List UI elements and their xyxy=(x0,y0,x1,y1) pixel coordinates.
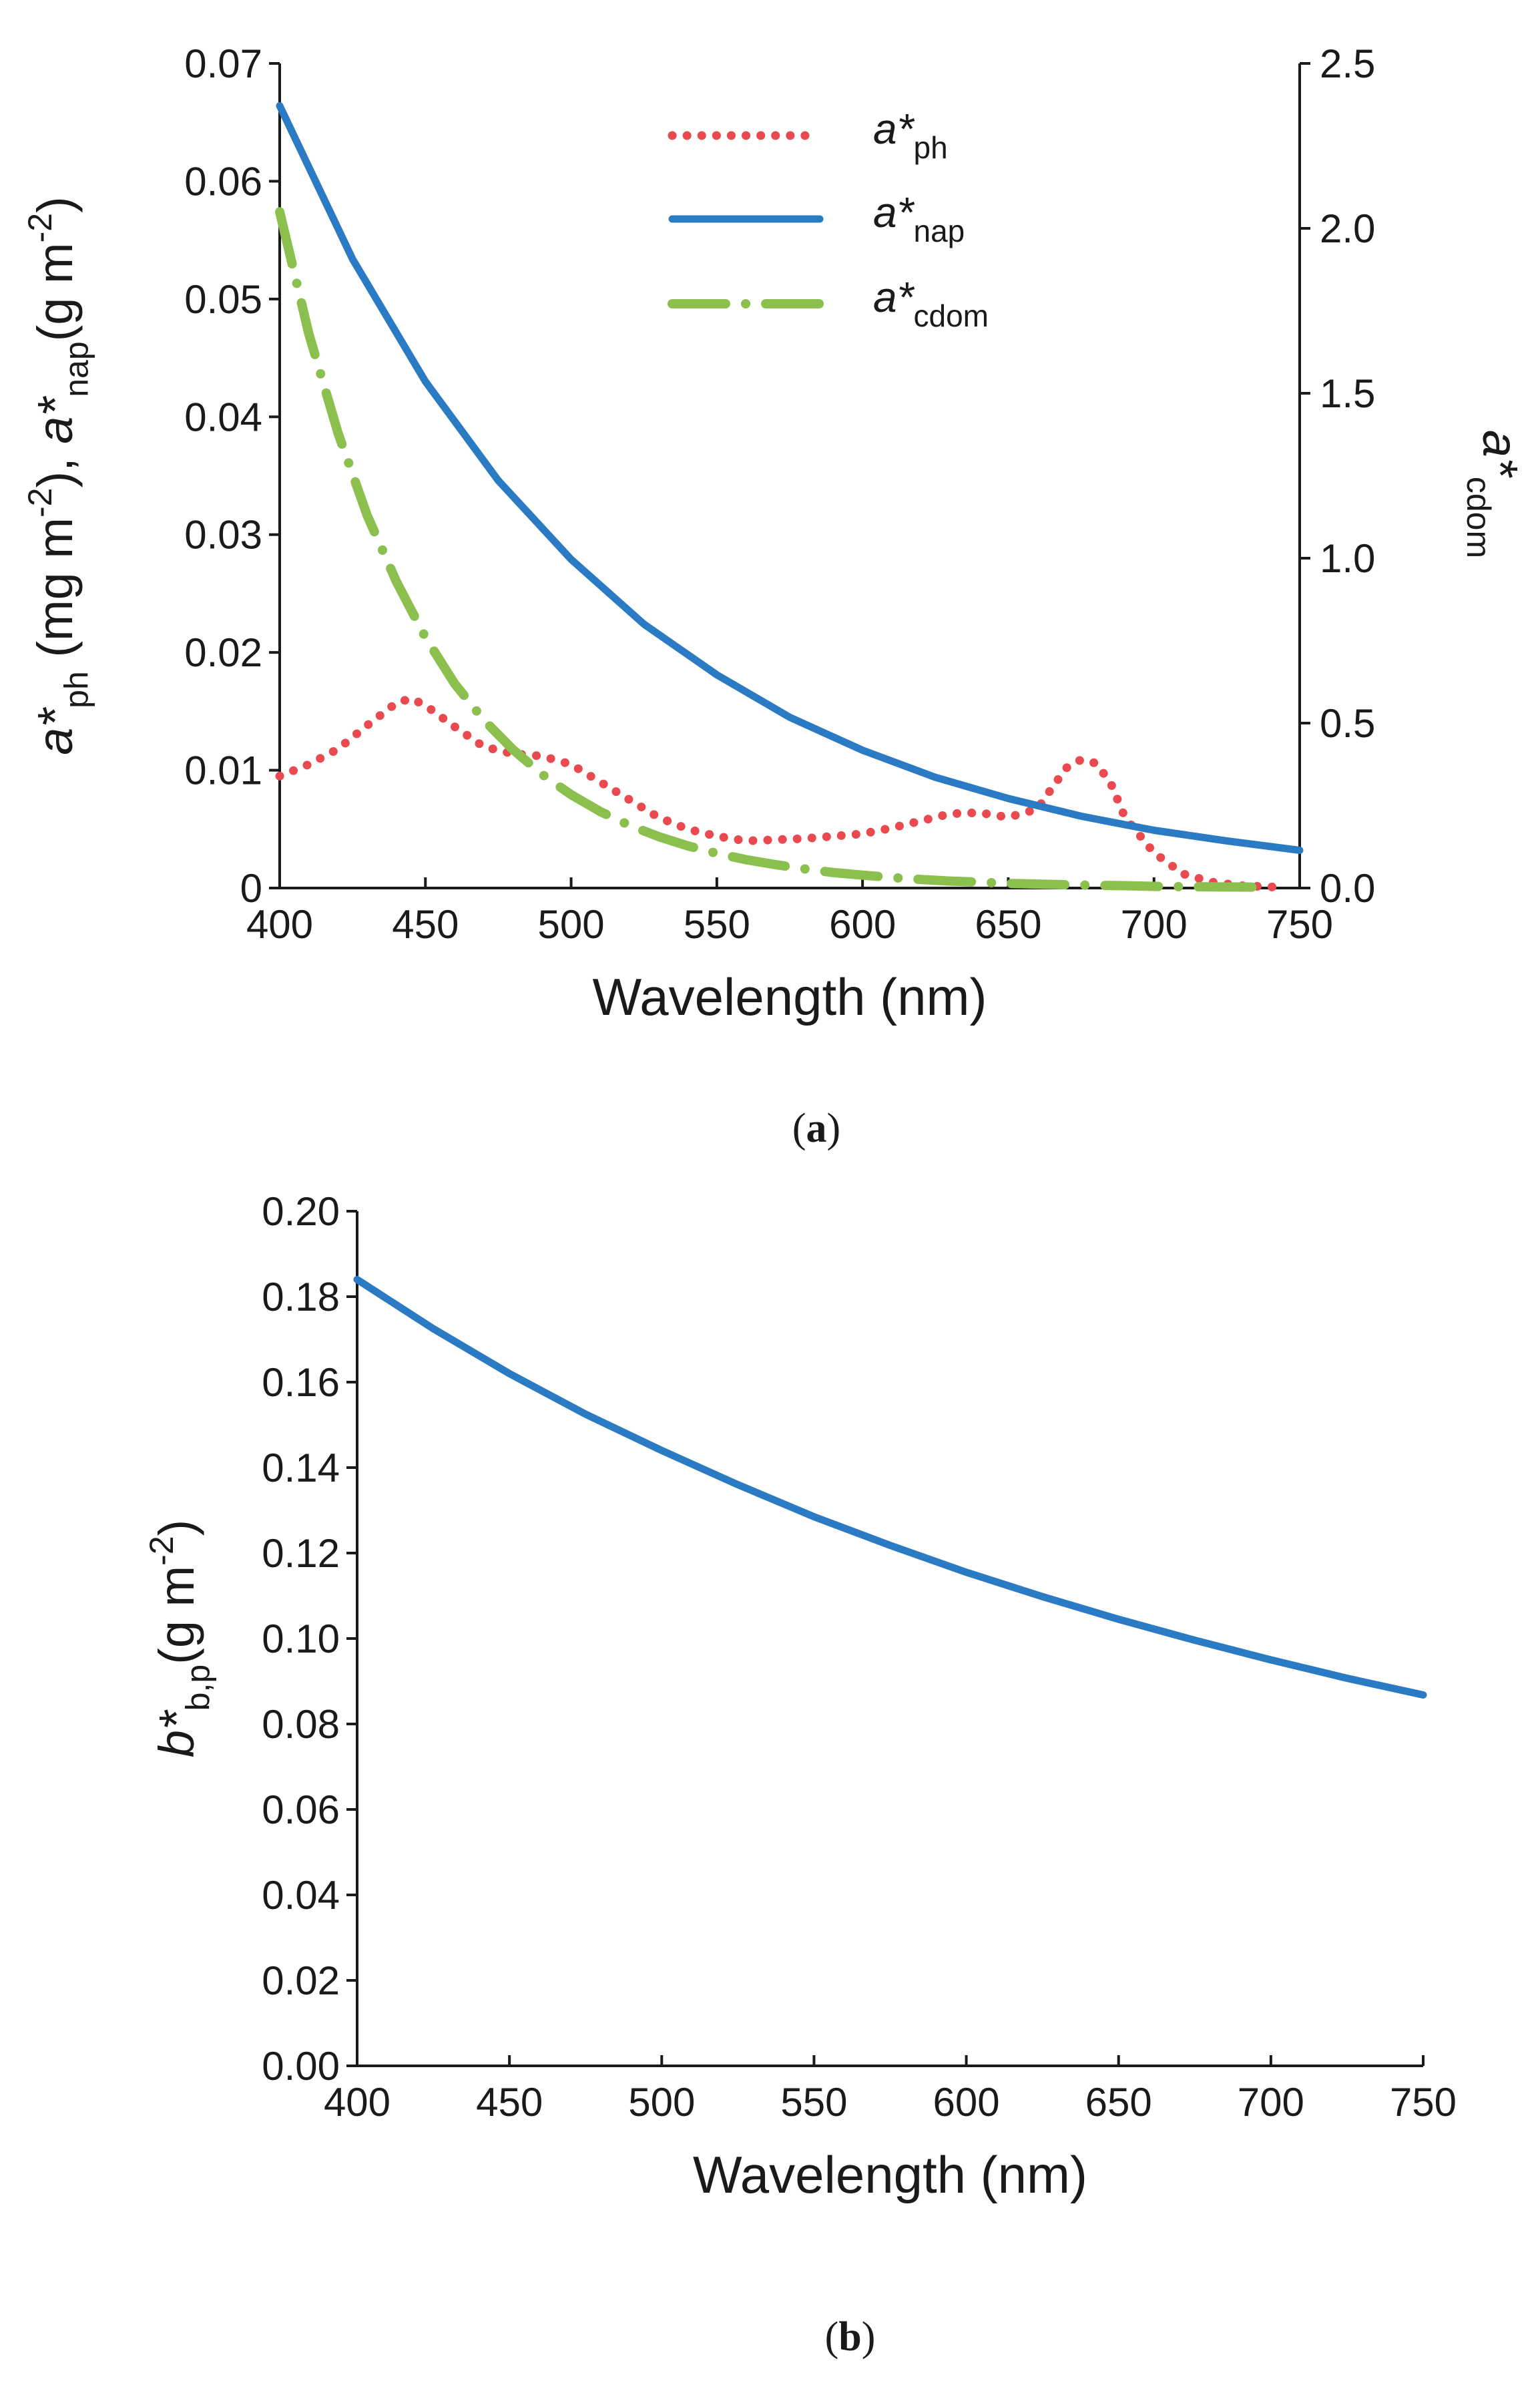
x-tick-label: 500 xyxy=(628,2080,695,2125)
label-part: b xyxy=(838,2314,861,2360)
x-tick-label: 650 xyxy=(975,902,1041,947)
y-tick-label-left: 0.20 xyxy=(262,1189,340,1234)
y-tick-label-left: 0.04 xyxy=(184,395,262,439)
y-tick-label-left: 0.01 xyxy=(184,748,262,793)
label-part: (g m xyxy=(149,1566,204,1665)
legend-label-cdom: a*cdom xyxy=(873,273,989,333)
label-part: ( xyxy=(825,2314,839,2360)
x-tick-label: 400 xyxy=(246,902,313,947)
label-part: (mg m xyxy=(27,517,83,671)
y-tick-label-left: 0.02 xyxy=(184,630,262,675)
series-line-anap xyxy=(276,102,1304,854)
panel-label: (a) xyxy=(792,1106,840,1151)
y-tick-label-left: 0.10 xyxy=(262,1616,340,1661)
x-tick-label: 650 xyxy=(1085,2080,1152,2125)
label-part: ph xyxy=(58,671,95,708)
label-part: a* xyxy=(27,707,83,755)
x-tick-label: 750 xyxy=(1266,902,1333,947)
label-part: ) xyxy=(862,2314,876,2360)
x-tick-label: 550 xyxy=(780,2080,847,2125)
y-tick-label-left: 0.02 xyxy=(262,1958,340,2003)
label-part: a xyxy=(806,1106,827,1151)
x-tick-label: 600 xyxy=(829,902,896,947)
label-part: a* xyxy=(27,396,83,444)
x-tick-label: 450 xyxy=(392,902,459,947)
y-tick-label-left: 0.16 xyxy=(262,1360,340,1405)
y-tick-label-left: 0.06 xyxy=(262,1787,340,1832)
x-tick-label: 700 xyxy=(1121,902,1188,947)
y-tick-label-right: 2.5 xyxy=(1320,41,1375,86)
label-part: a* xyxy=(873,105,915,153)
y-tick-label-right: 0.0 xyxy=(1320,866,1375,911)
panel-label: (b) xyxy=(825,2314,876,2360)
y-tick-label-right: 0.5 xyxy=(1320,701,1375,746)
y-tick-label-left: 0.03 xyxy=(184,513,262,558)
legend-label-ph: a*ph xyxy=(873,105,948,165)
series-line-bbp xyxy=(353,1275,1427,1699)
y-tick-label-right: 1.0 xyxy=(1320,536,1375,581)
label-part: ph xyxy=(914,130,948,165)
x-axis-title: Wavelength (nm) xyxy=(593,967,987,1026)
y-axis-title-left: b*b,p(g m-2) xyxy=(143,1520,217,1758)
y-tick-label-right: 1.5 xyxy=(1320,371,1375,416)
y-tick-label-left: 0.04 xyxy=(262,1873,340,1918)
y-tick-label-left: 0.08 xyxy=(262,1702,340,1747)
label-part: a* xyxy=(873,273,915,321)
y-tick-label-right: 2.0 xyxy=(1320,206,1375,251)
y-tick-label-left: 0 xyxy=(240,866,262,911)
label-part: (g m xyxy=(27,242,83,341)
y-tick-label-left: 0.00 xyxy=(262,2044,340,2089)
x-tick-label: 600 xyxy=(933,2080,1000,2125)
x-tick-label: 400 xyxy=(324,2080,391,2125)
label-part: ) xyxy=(827,1106,841,1151)
legend-label-nap: a*nap xyxy=(873,188,965,248)
x-tick-label: 550 xyxy=(684,902,750,947)
label-part: ) xyxy=(149,1520,204,1536)
y-tick-label-left: 0.18 xyxy=(262,1275,340,1319)
y-tick-label-left: 0.05 xyxy=(184,277,262,322)
label-part: -2 xyxy=(21,488,59,517)
label-part: -2 xyxy=(21,213,59,242)
label-part: nap xyxy=(58,341,95,397)
label-part: cdom xyxy=(914,298,989,333)
x-tick-label: 750 xyxy=(1390,2080,1457,2125)
label-part: b,p xyxy=(180,1665,217,1711)
y-tick-label-left: 0.06 xyxy=(184,159,262,204)
label-part: ) xyxy=(27,196,83,213)
label-part: ), xyxy=(27,444,83,488)
label-part: cdom xyxy=(1460,477,1497,558)
chart-b: 400 450 500 550 600 650 700 750 0.00 0.02 0.04 0.06… xyxy=(143,1189,1457,2360)
label-part: a* xyxy=(873,188,915,236)
series-line-acdom xyxy=(275,207,1276,892)
y-axis-title-left: a*ph (mg m-2), a*nap(g m-2) xyxy=(21,196,95,755)
x-tick-label: 700 xyxy=(1238,2080,1304,2125)
label-part: b* xyxy=(149,1709,204,1757)
label-part: nap xyxy=(914,214,965,248)
label-part: ( xyxy=(792,1106,806,1151)
y-tick-label-left: 0.12 xyxy=(262,1531,340,1576)
x-tick-label: 450 xyxy=(476,2080,543,2125)
series-line-aph xyxy=(275,694,1290,893)
chart-a: 400 450 500 550 600 650 700 750 0 0.01 0.02 0.03 0.0… xyxy=(21,41,1528,1151)
label-part: -2 xyxy=(143,1536,180,1565)
y-tick-label-left: 0.14 xyxy=(262,1446,340,1490)
label-part: a* xyxy=(1473,430,1528,478)
y-tick-label-left: 0.07 xyxy=(184,41,262,86)
y-axis-title-right: a*cdom xyxy=(1460,430,1528,558)
x-axis-title: Wavelength (nm) xyxy=(693,2145,1087,2204)
x-tick-label: 500 xyxy=(538,902,605,947)
